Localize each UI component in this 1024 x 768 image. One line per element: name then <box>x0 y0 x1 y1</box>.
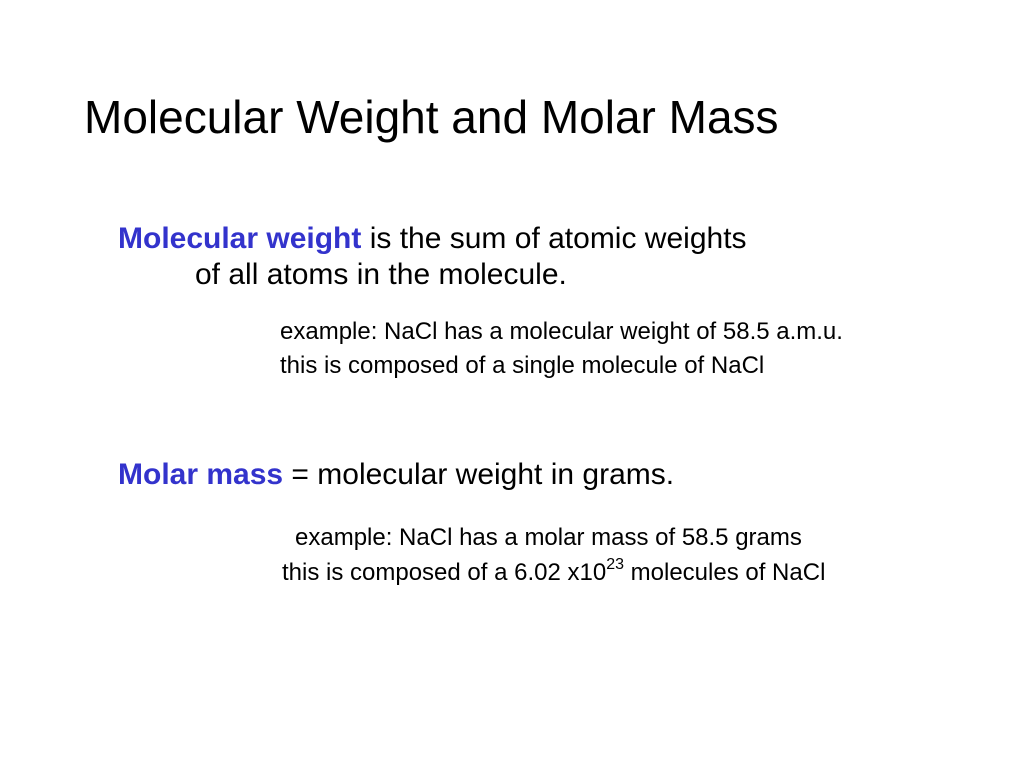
molecular-weight-term: Molecular weight <box>118 222 361 255</box>
molar-mass-definition: = molecular weight in grams. <box>283 458 674 491</box>
molar-mass-term: Molar mass <box>118 458 283 491</box>
molecular-weight-definition-part1: is the sum of atomic weights <box>361 222 746 255</box>
molecular-weight-definition-line2: of all atoms in the molecule. <box>195 258 567 292</box>
slide-title: Molecular Weight and Molar Mass <box>84 90 779 144</box>
molecular-weight-section: Molecular weight is the sum of atomic we… <box>118 222 918 256</box>
molar-mass-section: Molar mass = molecular weight in grams. <box>118 458 918 492</box>
molar-mass-example-superscript: 23 <box>606 556 624 573</box>
molecular-weight-example-line2: this is composed of a single molecule of… <box>280 352 764 380</box>
molar-mass-example-line1: example: NaCl has a molar mass of 58.5 g… <box>295 524 802 552</box>
molecular-weight-example-line1: example: NaCl has a molecular weight of … <box>280 318 843 346</box>
molar-mass-example-line2-post: molecules of NaCl <box>624 559 825 586</box>
molar-mass-example-line2: this is composed of a 6.02 x1023 molecul… <box>282 558 825 587</box>
molar-mass-example-line2-pre: this is composed of a 6.02 x10 <box>282 559 606 586</box>
